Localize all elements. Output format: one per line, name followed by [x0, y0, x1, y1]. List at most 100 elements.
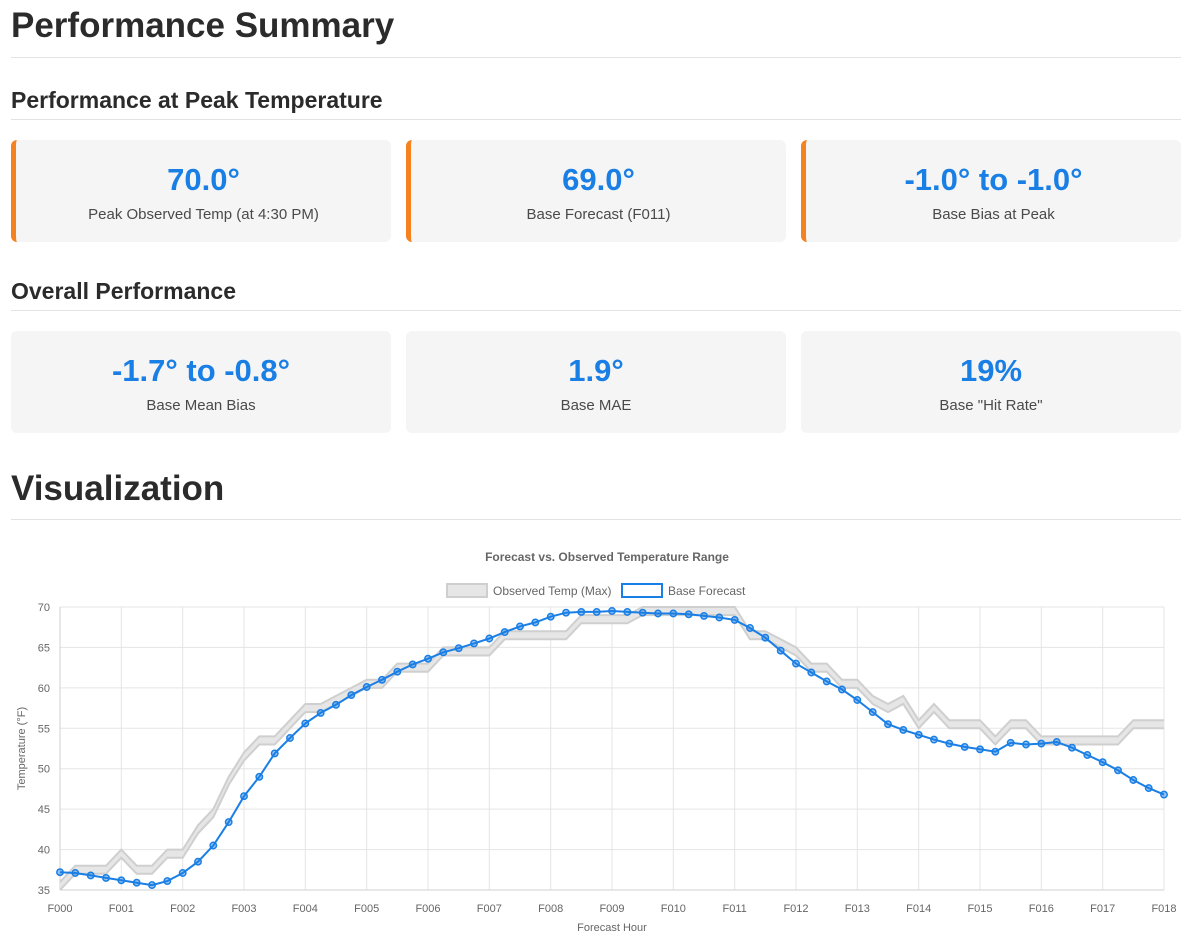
- forecast-point: [1068, 743, 1076, 752]
- y-tick-label: 45: [38, 804, 50, 816]
- forecast-point: [408, 660, 417, 669]
- forecast-point: [976, 745, 984, 754]
- forecast-point: [1114, 766, 1122, 775]
- forecast-point: [316, 708, 325, 717]
- overall-section-title: Overall Performance: [11, 271, 1181, 311]
- forecast-point: [654, 609, 662, 618]
- card-label: Base MAE: [560, 397, 632, 414]
- forecast-point: [960, 742, 969, 751]
- card-label: Peak Observed Temp (at 4:30 PM): [88, 206, 319, 223]
- forecast-point: [700, 611, 708, 620]
- legend-label-observed: Observed Temp (Max): [493, 584, 611, 598]
- forecast-point: [684, 610, 693, 619]
- forecast-point: [148, 881, 156, 890]
- forecast-point: [393, 667, 402, 676]
- forecast-point: [623, 607, 632, 616]
- forecast-point: [1144, 784, 1153, 793]
- forecast-point: [224, 818, 233, 827]
- forecast-point: [531, 618, 540, 627]
- y-tick-label: 70: [38, 602, 50, 614]
- forecast-point: [209, 841, 218, 850]
- x-tick-label: F008: [538, 903, 563, 915]
- forecast-point: [868, 708, 877, 717]
- card-value: 19%: [959, 353, 1023, 388]
- forecast-point: [746, 624, 754, 632]
- forecast-point: [485, 634, 494, 643]
- forecast-point: [1129, 776, 1138, 784]
- forecast-point: [546, 612, 555, 621]
- forecast-point: [1160, 790, 1168, 799]
- forecast-point: [638, 608, 647, 617]
- forecast-point: [362, 683, 371, 691]
- forecast-point: [592, 607, 601, 616]
- forecast-point: [1052, 738, 1061, 746]
- forecast-point: [470, 639, 478, 648]
- legend-swatch-forecast: [621, 583, 663, 598]
- card-value: 1.9°: [568, 353, 624, 388]
- forecast-point: [439, 648, 448, 657]
- card-label: Base Forecast (F011): [526, 206, 671, 223]
- x-tick-label: F016: [1029, 903, 1054, 915]
- x-tick-label: F003: [231, 903, 256, 915]
- x-tick-label: F002: [170, 903, 195, 915]
- forecast-point: [132, 878, 141, 887]
- visualization-title: Visualization: [11, 462, 1181, 520]
- forecast-point: [71, 869, 80, 877]
- base-bias-peak-card: -1.0° to -1.0° Base Bias at Peak: [801, 140, 1181, 242]
- x-tick-label: F001: [109, 903, 134, 915]
- forecast-point: [1037, 739, 1046, 748]
- peak-observed-card: 70.0° Peak Observed Temp (at 4:30 PM): [11, 140, 391, 242]
- mean-bias-card: -1.7° to -0.8° Base Mean Bias: [11, 331, 391, 433]
- forecast-point: [577, 607, 586, 616]
- temperature-chart: Forecast vs. Observed Temperature Range O…: [16, 550, 1177, 931]
- forecast-point: [286, 734, 294, 742]
- forecast-point: [945, 739, 954, 748]
- y-tick-label: 65: [38, 642, 50, 654]
- forecast-point: [608, 607, 616, 615]
- forecast-point: [884, 720, 892, 729]
- x-axis-title: Forecast Hour: [577, 922, 647, 931]
- x-tick-label: F000: [47, 903, 72, 915]
- forecast-point: [102, 873, 110, 882]
- card-label: Base "Hit Rate": [939, 397, 1043, 414]
- forecast-point: [562, 608, 570, 617]
- x-tick-label: F012: [783, 903, 808, 915]
- peak-cards: 70.0° Peak Observed Temp (at 4:30 PM) 69…: [11, 140, 1181, 242]
- x-tick-label: F015: [967, 903, 992, 915]
- forecast-point: [1083, 751, 1092, 759]
- forecast-point: [1022, 740, 1030, 749]
- chart-grid: [59, 606, 1165, 891]
- observed-high-line: [59, 606, 1164, 883]
- y-tick-label: 60: [38, 683, 50, 695]
- forecast-point: [838, 685, 846, 694]
- observed-low-line: [59, 614, 1164, 891]
- forecast-point: [332, 700, 340, 709]
- chart-legend: Observed Temp (Max) Base Forecast: [446, 583, 746, 598]
- chart-title: Forecast vs. Observed Temperature Range: [485, 550, 729, 564]
- x-tick-label: F010: [661, 903, 686, 915]
- legend-swatch-observed: [446, 583, 488, 598]
- card-label: Base Mean Bias: [146, 397, 256, 414]
- forecast-line: [59, 609, 1165, 887]
- summary-page: Performance Summary Performance at Peak …: [11, 0, 1181, 931]
- forecast-point: [117, 876, 126, 885]
- forecast-point: [761, 633, 770, 642]
- card-value: 70.0°: [167, 162, 240, 197]
- forecast-point: [853, 696, 862, 704]
- forecast-point: [500, 628, 509, 637]
- x-tick-label: F004: [293, 903, 318, 915]
- card-label: Base Bias at Peak: [932, 206, 1055, 223]
- legend-label-forecast: Base Forecast: [668, 584, 746, 598]
- x-tick-label: F017: [1090, 903, 1115, 915]
- forecast-point: [899, 725, 908, 734]
- forecast-point: [194, 857, 202, 866]
- forecast-point: [240, 792, 248, 801]
- x-tick-label: F013: [845, 903, 870, 915]
- overall-cards: -1.7° to -0.8° Base Mean Bias 1.9° Base …: [11, 331, 1181, 433]
- card-value: 69.0°: [562, 162, 635, 197]
- forecast-point: [930, 735, 938, 744]
- forecast-point: [914, 730, 923, 739]
- forecast-point: [730, 615, 739, 624]
- forecast-point: [715, 613, 724, 622]
- card-value: -1.0° to -1.0°: [904, 162, 1083, 197]
